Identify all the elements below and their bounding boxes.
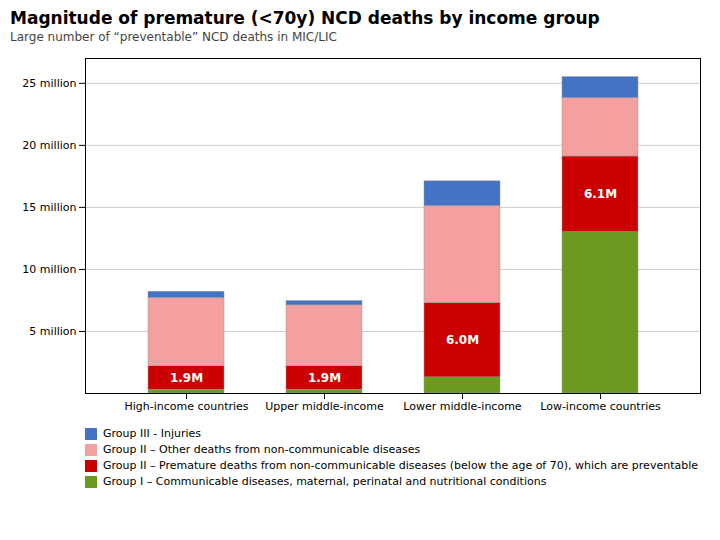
svg-text:Low-income countries: Low-income countries [540,400,661,413]
svg-text:10 million: 10 million [22,263,76,276]
svg-text:1.9M: 1.9M [308,371,341,385]
svg-text:High-income countries: High-income countries [124,400,248,413]
svg-text:6.0M: 6.0M [446,333,479,347]
html-text:Group I – Communicable disease: Group I – Communicable diseases, materna… [103,475,547,488]
html-text:Group III - Injuries: Group III - Injuries [103,427,201,440]
svg-text:15 million: 15 million [22,201,76,214]
html-text:Group II – Other deaths from n: Group II – Other deaths from non-communi… [103,443,421,456]
svg-text:Lower middle-income: Lower middle-income [403,400,521,413]
html-text:Group II – Premature deaths fr: Group II – Premature deaths from non-com… [103,459,698,472]
svg-text:20 million: 20 million [22,139,76,152]
html-text:Large number of “preventable”: Large number of “preventable” NCD deaths… [10,30,337,44]
html-text:Magnitude of premature (<70y): Magnitude of premature (<70y) NCD deaths… [10,8,600,28]
svg-text:1.9M: 1.9M [170,371,203,385]
svg-text:6.1M: 6.1M [584,187,617,201]
svg-text:Upper middle-income: Upper middle-income [265,400,384,413]
svg-text:5 million: 5 million [29,325,76,338]
svg-text:25 million: 25 million [22,77,76,90]
